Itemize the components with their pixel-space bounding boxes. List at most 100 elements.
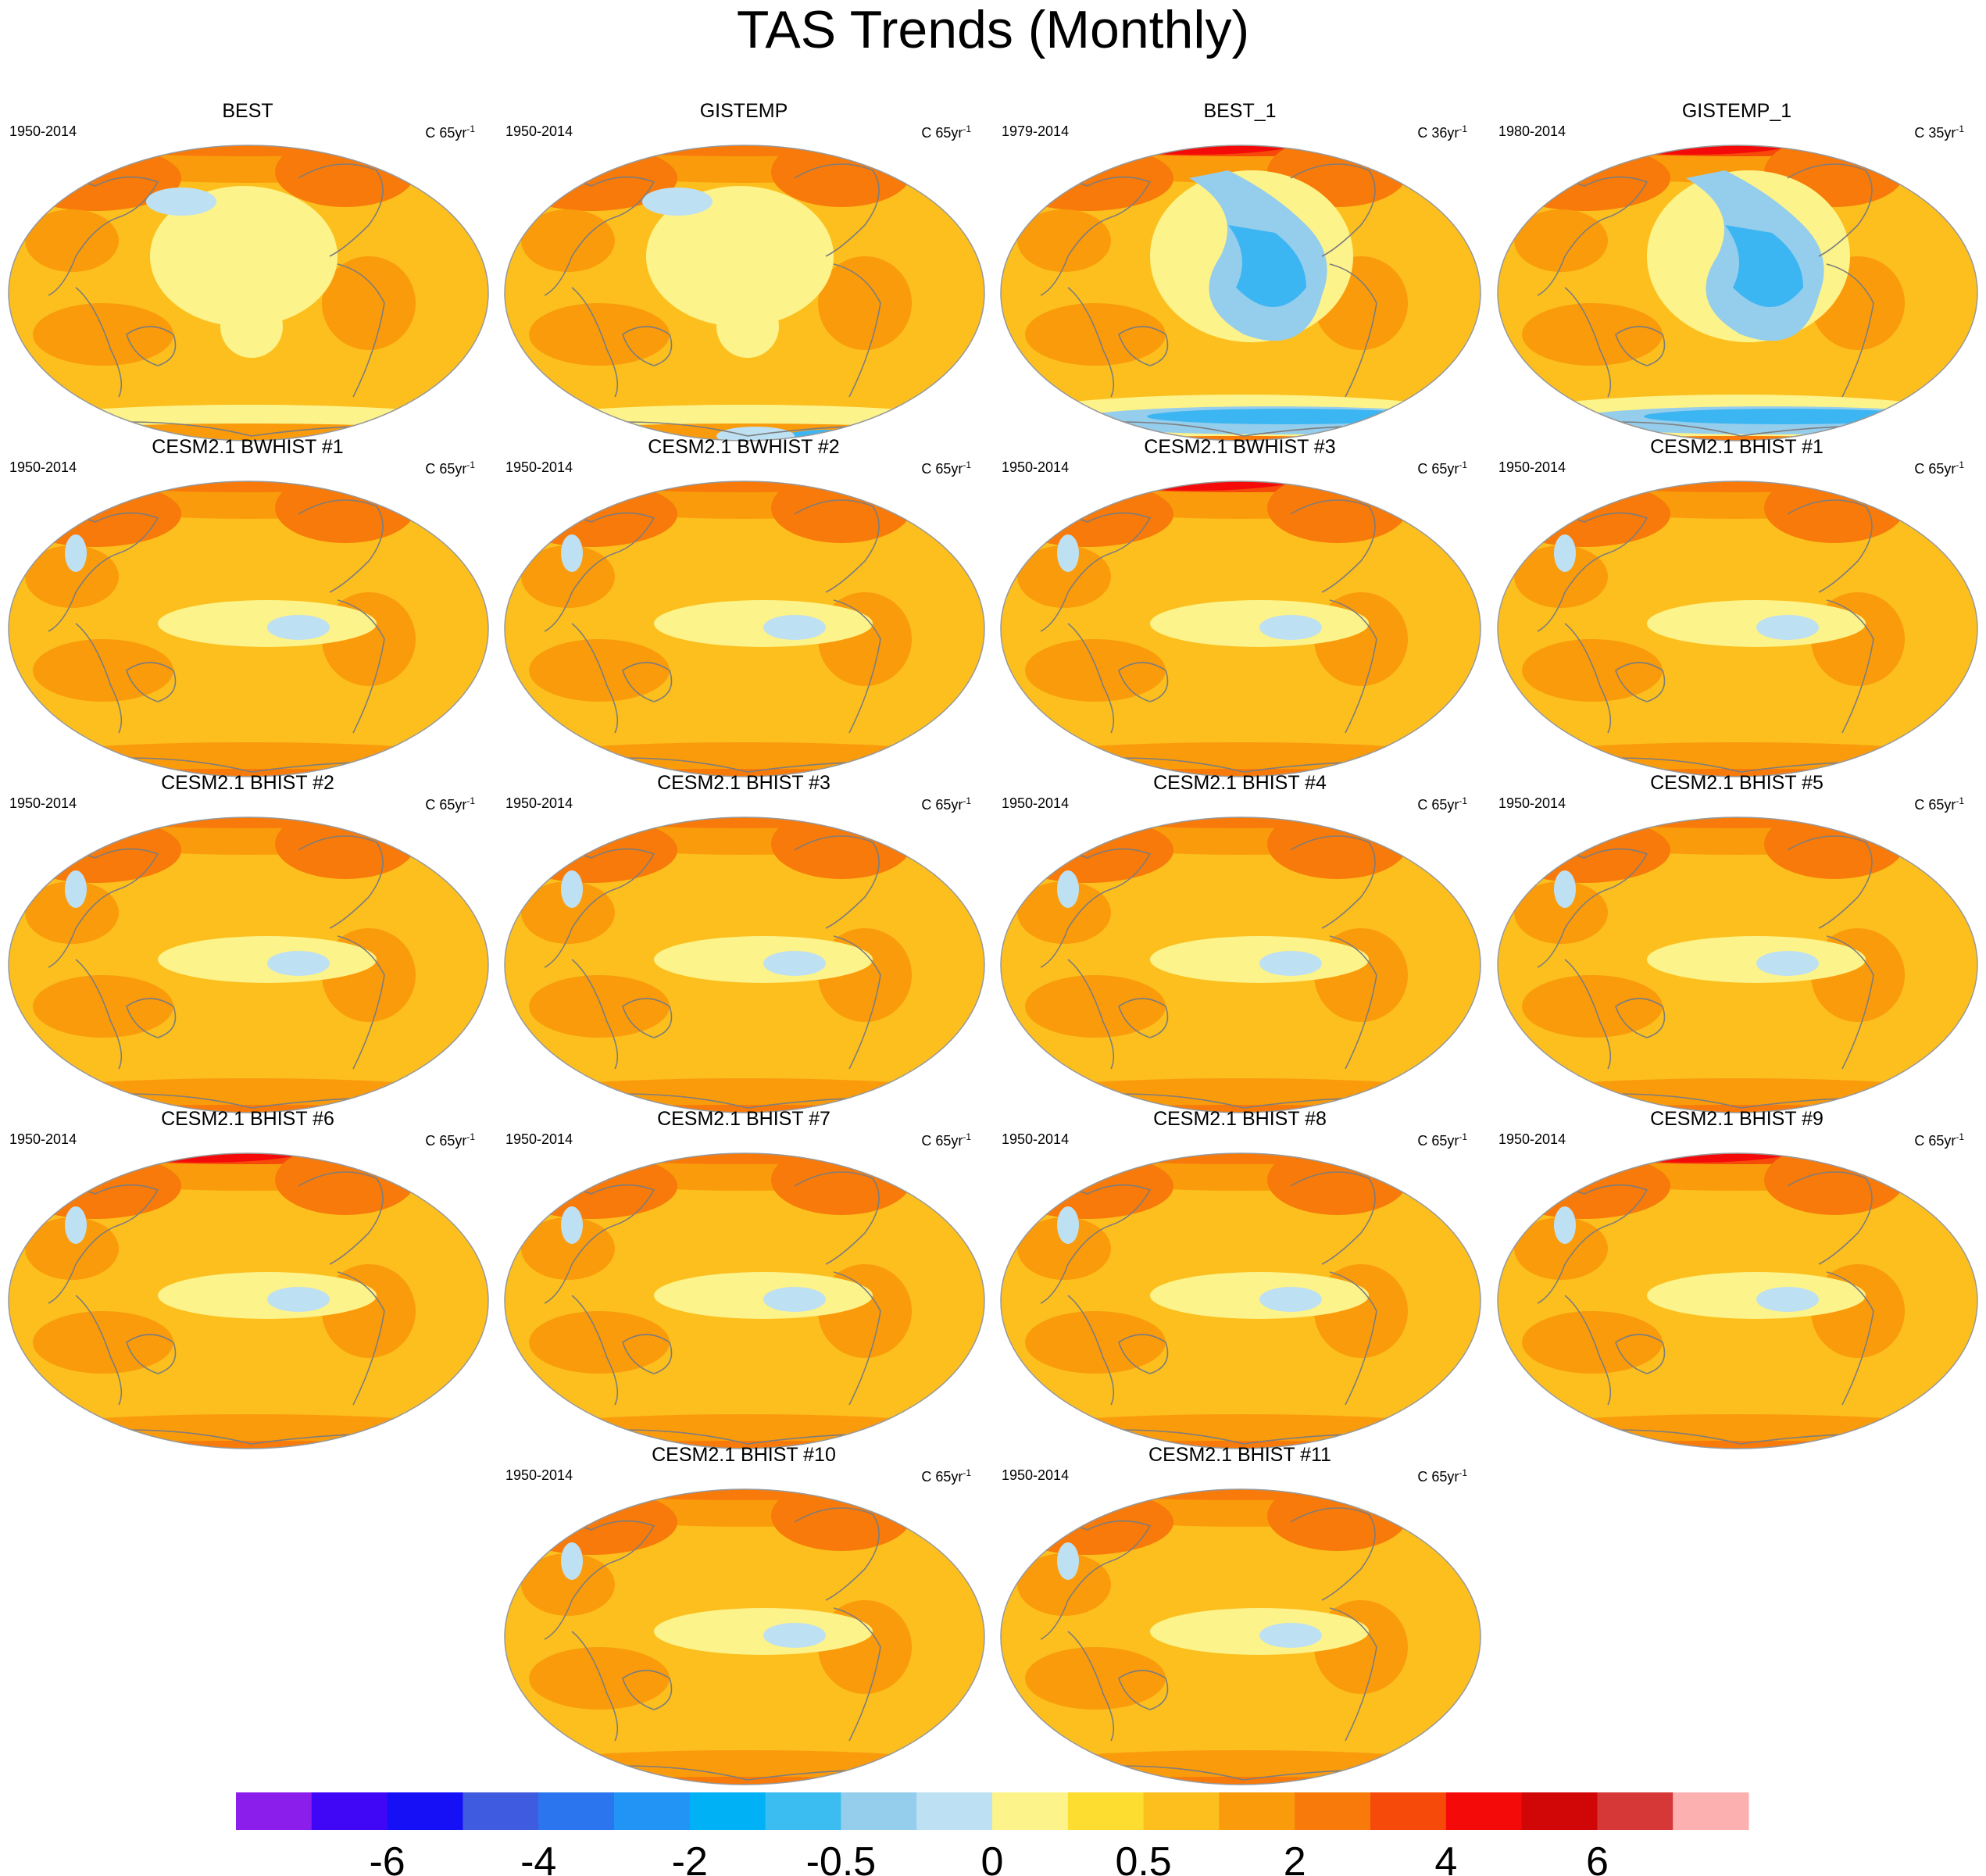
africa-warm: [521, 881, 615, 944]
arctic-band: [1006, 1489, 1475, 1500]
eurasia-warm: [9, 1153, 181, 1219]
colorbar-box: [1673, 1792, 1749, 1830]
coastline: [622, 1670, 673, 1710]
eq-pacific-light: [654, 936, 873, 983]
robinson-map: [8, 145, 489, 441]
antarctic-warm: [14, 1441, 483, 1449]
arctic-band: [1006, 1153, 1475, 1164]
map-panel: CESM2.1 BHIST #6 1950-2014 C 65yr-1: [2, 1108, 494, 1449]
coastline: [1615, 326, 1666, 366]
coastline: [540, 176, 655, 296]
eq-pacific-light: [158, 1272, 377, 1319]
eq-pacific-light: [654, 600, 873, 647]
robinson-map: [1497, 145, 1978, 441]
coastline: [1118, 1670, 1169, 1710]
coastline: [1826, 599, 1874, 734]
coastline: [337, 263, 385, 398]
north-america-warm: [771, 1489, 912, 1551]
units-base: C 35yr: [1914, 125, 1956, 141]
coastline: [1118, 326, 1169, 366]
units-exponent: -1: [1459, 459, 1467, 470]
panel-period: 1950-2014: [1498, 459, 1566, 475]
coastline: [1615, 998, 1666, 1038]
indian-ocean-warm: [33, 975, 173, 1038]
panel-title: CESM2.1 BHIST #4: [1153, 772, 1327, 794]
robinson-map: [1000, 1488, 1481, 1785]
coastline: [1826, 1271, 1874, 1406]
units-exponent: -1: [963, 1467, 971, 1478]
units-base: C 65yr: [425, 797, 467, 813]
coastline: [1290, 499, 1376, 593]
panel-period: 1980-2014: [1498, 123, 1566, 139]
robinson-map: [1497, 481, 1978, 777]
units-base: C 65yr: [1914, 461, 1956, 477]
coastline: [1067, 623, 1115, 734]
north-america-warm: [1764, 817, 1905, 879]
trend-field: [505, 817, 984, 1113]
colorbar-box: [1067, 1792, 1145, 1830]
trend-field: [1498, 145, 1977, 441]
indian-ocean-warm: [1522, 639, 1663, 702]
eq-pacific-cool: [1259, 1623, 1322, 1648]
panel-units: C 65yr-1: [1417, 456, 1467, 477]
eq-pacific-cool: [267, 1287, 330, 1312]
africa-warm: [1017, 545, 1111, 608]
trend-field: [505, 1153, 984, 1449]
colorbar-label: 2: [1284, 1839, 1306, 1876]
south-asia-cool: [1057, 534, 1079, 572]
eq-pacific-cool: [1259, 1287, 1322, 1312]
map-outline: [504, 481, 985, 777]
panel-units: C 65yr-1: [1417, 792, 1467, 813]
panel-period: 1950-2014: [9, 459, 77, 475]
southern-ocean-deep: [1644, 409, 1925, 424]
eurasia-warm: [1002, 1153, 1173, 1219]
eq-pacific-light: [1150, 1272, 1369, 1319]
colorbar-label: 0: [981, 1839, 1004, 1876]
map-outline: [1497, 481, 1978, 777]
africa-warm: [1017, 209, 1111, 272]
coastline: [1329, 935, 1377, 1070]
map-outline: [8, 145, 489, 441]
robinson-map: [1000, 481, 1481, 777]
units-exponent: -1: [963, 1131, 971, 1142]
africa-warm: [521, 1217, 615, 1280]
arctic-max: [1084, 145, 1303, 155]
indian-ocean-warm: [1522, 303, 1663, 366]
southern-ocean-deep: [1147, 409, 1428, 424]
north-america-warm: [275, 481, 416, 543]
panel-title: CESM2.1 BHIST #6: [161, 1108, 334, 1130]
eq-pacific-light: [654, 1272, 873, 1319]
africa-warm: [1017, 1217, 1111, 1280]
antarctic-warm: [510, 1777, 979, 1785]
coastline: [833, 599, 881, 734]
coastline: [1533, 1184, 1648, 1304]
africa-warm: [25, 209, 119, 272]
robinson-map: [1000, 817, 1481, 1113]
panel-units: C 65yr-1: [1914, 1128, 1964, 1149]
map-panel: CESM2.1 BHIST #8 1950-2014 C 65yr-1: [994, 1108, 1486, 1449]
africa-warm: [1514, 881, 1608, 944]
coastline: [298, 835, 384, 929]
eq-pacific-cool: [763, 615, 826, 640]
indian-ocean-warm: [1025, 303, 1166, 366]
trend-field: [9, 481, 488, 777]
panel-units: C 65yr-1: [425, 120, 475, 141]
map-outline: [1000, 145, 1481, 441]
coastline: [1533, 176, 1648, 296]
panel-units: C 65yr-1: [1417, 1128, 1467, 1149]
colorbar-box: [1295, 1792, 1371, 1830]
eurasia-warm: [505, 817, 677, 883]
panel-title: CESM2.1 BHIST #2: [161, 772, 334, 794]
africa-warm: [521, 1553, 615, 1616]
trend-field: [1001, 481, 1481, 777]
map-outline: [1000, 481, 1481, 777]
coastline: [794, 163, 880, 257]
colorbar-box: [1597, 1792, 1673, 1830]
panel-units: C 36yr-1: [1417, 120, 1467, 141]
coastline: [126, 998, 177, 1038]
coastline: [1564, 287, 1612, 398]
colorbar-label: -6: [369, 1839, 405, 1876]
panel-title: CESM2.1 BWHIST #1: [152, 436, 344, 458]
indian-ocean-warm: [1522, 975, 1663, 1038]
eq-pacific-cool: [1756, 615, 1819, 640]
